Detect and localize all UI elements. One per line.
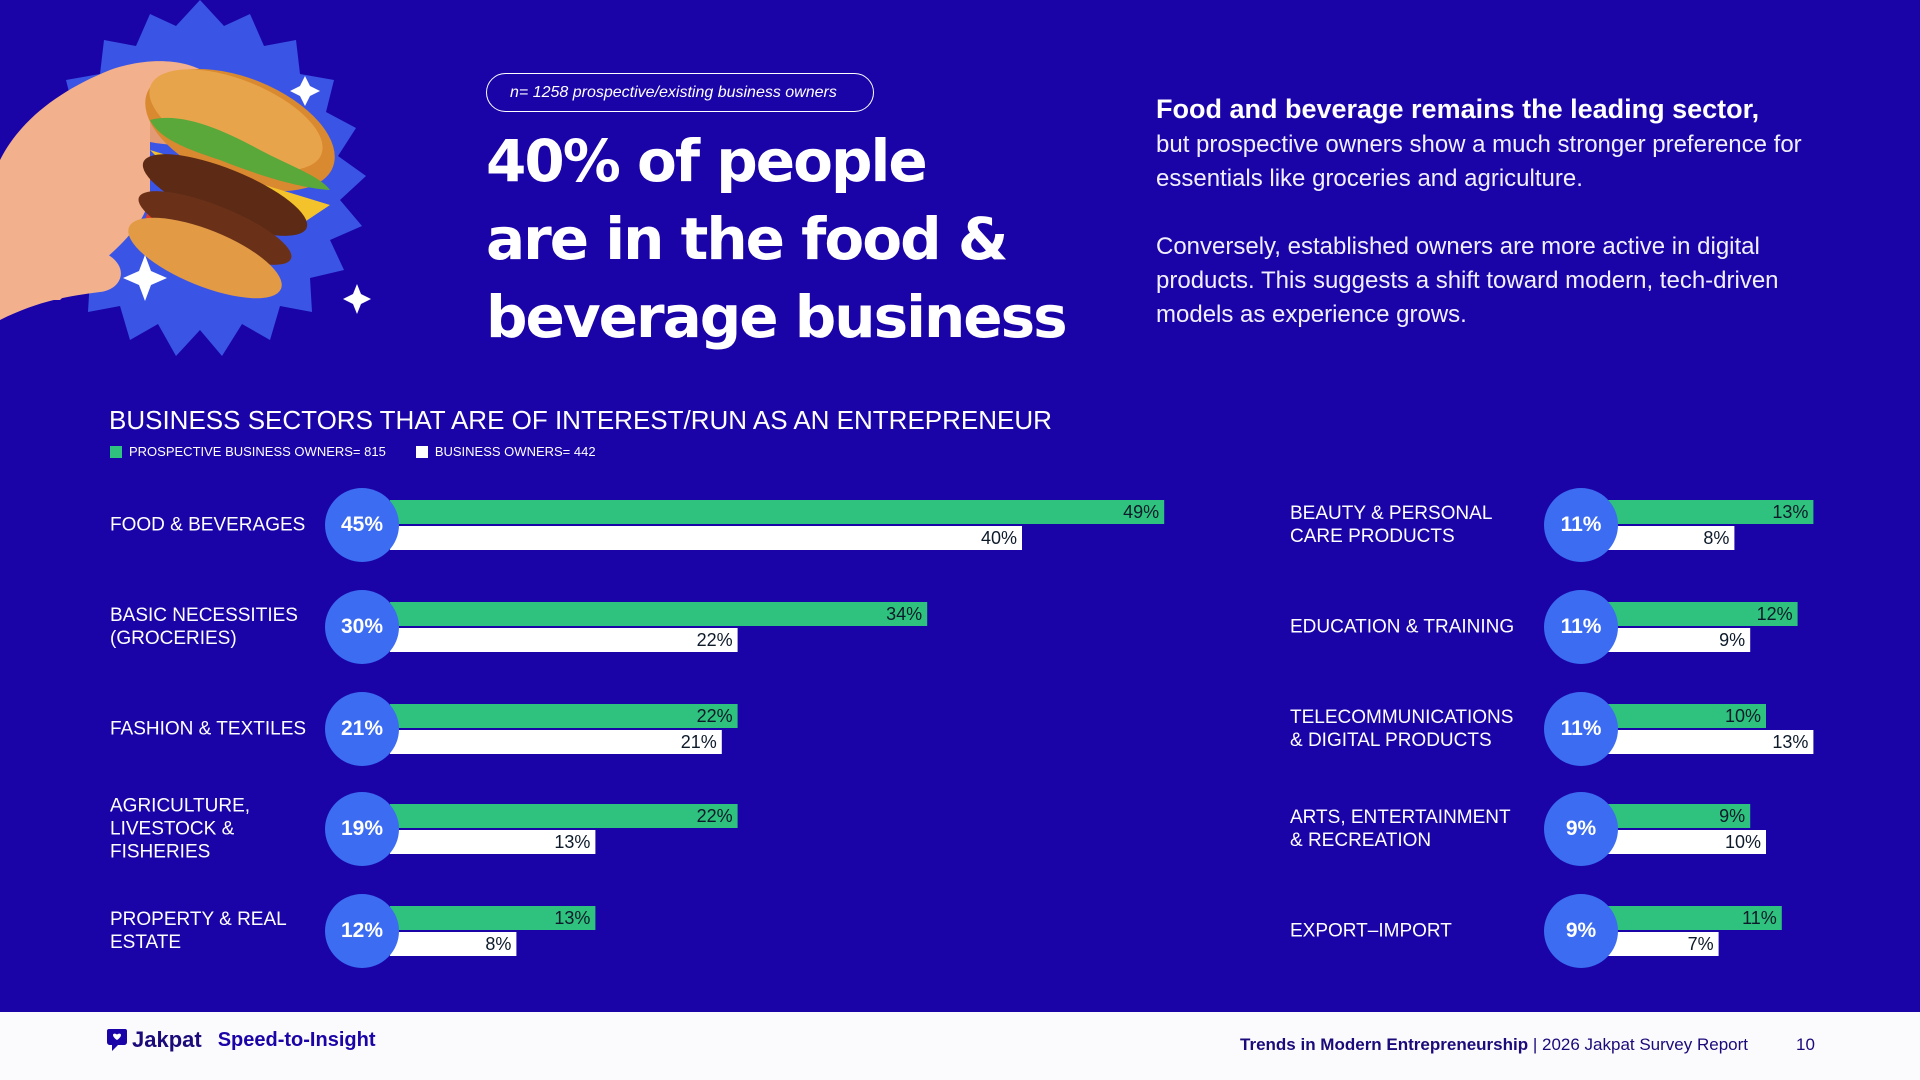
bar-owners-value: 9% [1719,630,1745,650]
description-second: Conversely, established owners are more … [1156,233,1779,328]
jakpat-logo-icon [107,1029,127,1051]
bar-prospective [1608,500,1814,524]
category-label: EDUCATION & TRAINING [1290,616,1515,638]
category-label: AGRICULTURE, LIVESTOCK & FISHERIES [110,795,251,863]
bar-owners [390,526,1022,550]
bar-prospective-value: 11% [1742,908,1777,928]
bar-prospective-value: 9% [1719,806,1745,826]
brand-name: Jakpat [132,1027,202,1052]
sparkle-icon [343,284,371,314]
category-total-badge: 45% [325,488,399,562]
category-total-badge: 11% [1544,488,1618,562]
category-total-badge: 9% [1544,792,1618,866]
bar-owners [390,628,738,652]
legend-swatch-white [415,445,428,458]
bar-owners-value: 10% [1725,832,1761,852]
bar-owners [1608,830,1766,854]
report-title-rest: | 2026 Jakpat Survey Report [1528,1035,1748,1054]
footer: Jakpat Speed-to-Insight Trends in Modern… [0,1012,1920,1080]
sample-size-text: n= 1258 prospective/existing business ow… [510,83,837,101]
bar-prospective [1608,906,1782,930]
legend-owners-label: BUSINESS OWNERS= 442 [434,444,596,459]
bar-owners [390,730,722,754]
description-lead-rest: but prospective owners show a much stron… [1156,131,1802,192]
chart-title: BUSINESS SECTORS THAT ARE OF INTEREST/RU… [109,405,1052,435]
bar-prospective-value: 13% [1772,502,1808,522]
bar-prospective [1608,602,1798,626]
bar-prospective [390,704,738,728]
chart-legend: PROSPECTIVE BUSINESS OWNERS= 815 BUSINES… [110,444,626,459]
category-label: FOOD & BEVERAGES [110,514,306,536]
legend-owners: BUSINESS OWNERS= 442 [415,444,596,459]
category-total-badge: 11% [1544,692,1618,766]
bar-owners-value: 22% [697,630,733,650]
bar-prospective [390,804,738,828]
page-number: 10 [1796,1035,1815,1054]
category-total-badge: 9% [1544,894,1618,968]
bar-prospective-value: 10% [1725,706,1761,726]
headline-line-2: are in the food & [486,205,1008,273]
bar-prospective-value: 12% [1757,604,1793,624]
headline: 40% of people are in the food & beverage… [486,122,1086,356]
bar-owners-value: 13% [554,832,590,852]
sparkle-icon [123,255,167,301]
brand: Jakpat Speed-to-Insight [106,1027,375,1053]
bar-owners-value: 8% [485,934,511,954]
category-label: FASHION & TEXTILES [110,718,307,740]
bar-prospective-value: 22% [697,806,733,826]
sector-bar-chart: 49% 40% 34% 22% 22% 21% 22% 13% 13% 8% 13% 8% 12% 9% 1… [390,500,1814,956]
legend-prospective: PROSPECTIVE BUSINESS OWNERS= 815 [110,444,386,459]
bar-prospective [390,906,596,930]
headline-line-3: beverage business [486,283,1068,351]
headline-line-1: 40% of people [486,127,928,195]
report-title-bold: Trends in Modern Entrepreneurship [1240,1035,1529,1054]
bar-owners [1608,526,1735,550]
category-total-badge: 12% [325,894,399,968]
category-total-badge: 21% [325,692,399,766]
category-label: BEAUTY & PERSONAL CARE PRODUCTS [1290,503,1493,547]
sample-size-pill: n= 1258 prospective/existing business ow… [486,73,874,112]
bar-owners [1608,932,1719,956]
category-label: TELECOMMUNICATIONS & DIGITAL PRODUCTS [1290,707,1514,751]
report-title: Trends in Modern Entrepreneurship | 2026… [1240,1035,1748,1055]
category-label: ARTS, ENTERTAINMENT & RECREATION [1290,807,1511,851]
legend-prospective-label: PROSPECTIVE BUSINESS OWNERS= 815 [129,444,386,459]
legend-swatch-green [110,445,122,458]
bar-owners [1608,628,1751,652]
category-label: PROPERTY & REAL ESTATE [110,909,287,953]
burger-illustration [0,0,371,356]
category-total-badge: 19% [325,792,399,866]
bar-owners-value: 7% [1688,934,1714,954]
category-label: BASIC NECESSITIES (GROCERIES) [110,605,298,649]
bar-prospective [390,500,1165,524]
bar-prospective-value: 34% [886,604,922,624]
bar-owners-value: 13% [1772,732,1808,752]
sparkle-icon [290,76,320,106]
category-label: EXPORT–IMPORT [1290,920,1452,942]
bar-prospective [390,602,928,626]
category-total-badge: 30% [325,590,399,664]
bar-owners-value: 21% [681,732,717,752]
description: Food and beverage remains the leading se… [1156,90,1856,332]
bar-prospective-value: 49% [1123,502,1159,522]
bar-prospective-value: 13% [554,908,590,928]
brand-tagline: Speed-to-Insight [217,1028,376,1051]
bar-owners [390,932,517,956]
bar-owners [1608,730,1814,754]
category-total-badge: 11% [1544,590,1618,664]
bar-prospective-value: 22% [697,706,733,726]
bar-prospective [1608,704,1766,728]
bar-prospective [1608,804,1751,828]
bar-owners [390,830,596,854]
description-lead: Food and beverage remains the leading se… [1156,94,1760,124]
bar-owners-value: 8% [1703,528,1729,548]
bar-owners-value: 40% [981,528,1017,548]
